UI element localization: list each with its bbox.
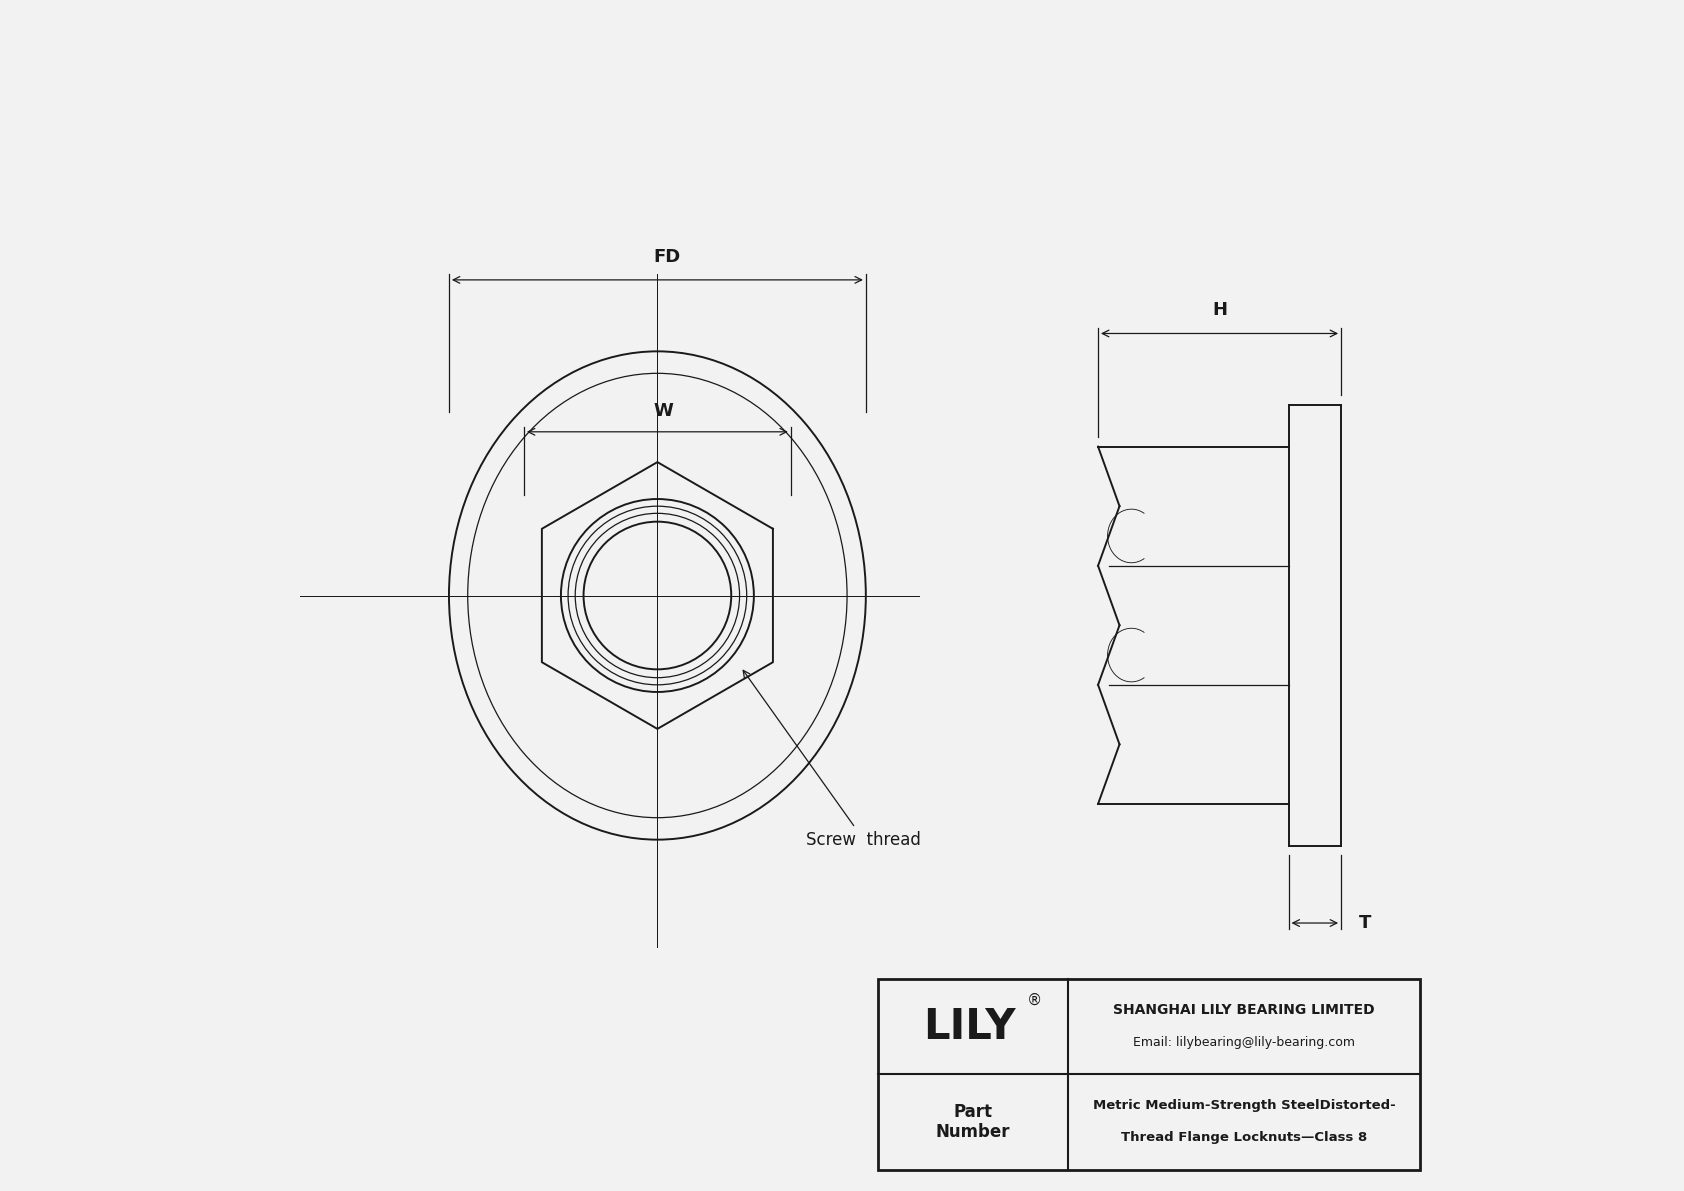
- Text: Screw  thread: Screw thread: [743, 671, 921, 849]
- Bar: [877, 979, 1420, 1170]
- Text: Metric Medium-Strength SteelDistorted-: Metric Medium-Strength SteelDistorted-: [1093, 1099, 1396, 1111]
- Text: Part
Number: Part Number: [936, 1103, 1010, 1141]
- Text: ®: ®: [1027, 993, 1042, 1008]
- Text: Thread Flange Locknuts—Class 8: Thread Flange Locknuts—Class 8: [1122, 1131, 1367, 1143]
- Text: LILY: LILY: [923, 1005, 1015, 1048]
- Text: FD: FD: [653, 248, 680, 266]
- Text: W: W: [653, 401, 674, 420]
- Text: T: T: [1359, 913, 1371, 933]
- Text: Email: lilybearing@lily-bearing.com: Email: lilybearing@lily-bearing.com: [1133, 1036, 1356, 1048]
- Text: H: H: [1212, 301, 1228, 319]
- Text: SHANGHAI LILY BEARING LIMITED: SHANGHAI LILY BEARING LIMITED: [1113, 1003, 1374, 1017]
